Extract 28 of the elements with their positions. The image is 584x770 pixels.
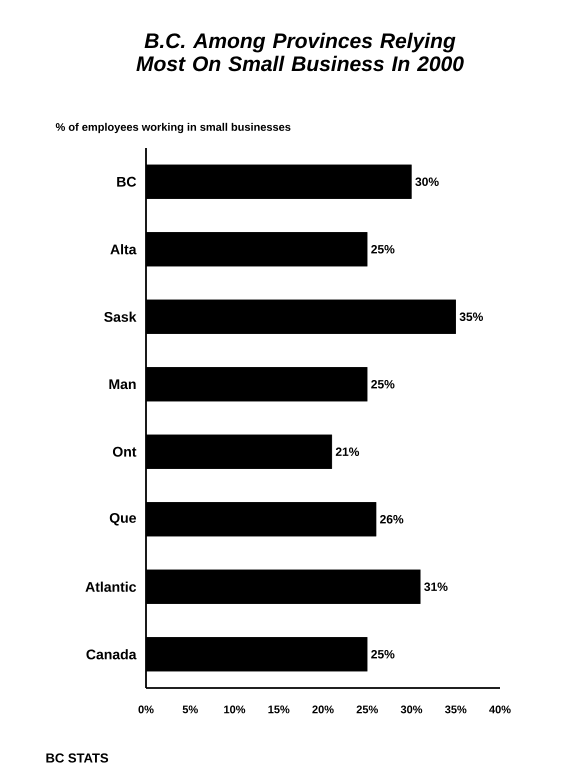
x-tick-label: 20% xyxy=(312,706,334,714)
data-label: 25% xyxy=(371,380,394,388)
y-axis-title: % of employees working in small businesses xyxy=(56,122,290,134)
data-label: 21% xyxy=(336,448,360,456)
y-tick-label: Atlantic xyxy=(85,582,136,592)
y-tick-label: Man xyxy=(109,379,136,390)
data-label: 31% xyxy=(424,582,448,592)
x-tick-label: 35% xyxy=(444,706,466,714)
y-tick-label: BC xyxy=(117,176,136,187)
x-tick-label: 40% xyxy=(489,706,511,714)
chart-title: B.C. Among Provinces Relying Most On Small Business In 2000 xyxy=(136,32,464,72)
y-tick-label: Sask xyxy=(104,312,136,322)
data-label: 25% xyxy=(371,650,394,658)
x-tick-label: 10% xyxy=(224,706,246,714)
x-tick-label: 5% xyxy=(182,706,198,714)
data-label: 30% xyxy=(415,178,439,186)
data-label: 26% xyxy=(380,515,404,524)
y-tick-label: Que xyxy=(110,512,136,526)
text: BC STATS xyxy=(46,753,108,763)
x-tick-label: 25% xyxy=(356,706,378,714)
y-tick-label: Alta xyxy=(110,244,137,254)
x-tick-label: 15% xyxy=(268,706,290,714)
y-tick-label: Ont xyxy=(112,446,136,457)
x-tick-label: 30% xyxy=(400,706,422,714)
y-tick-label: Canada xyxy=(86,649,137,660)
x-tick-label: 0% xyxy=(138,706,154,714)
data-label: 35% xyxy=(460,312,483,322)
data-label: 25% xyxy=(371,245,394,254)
